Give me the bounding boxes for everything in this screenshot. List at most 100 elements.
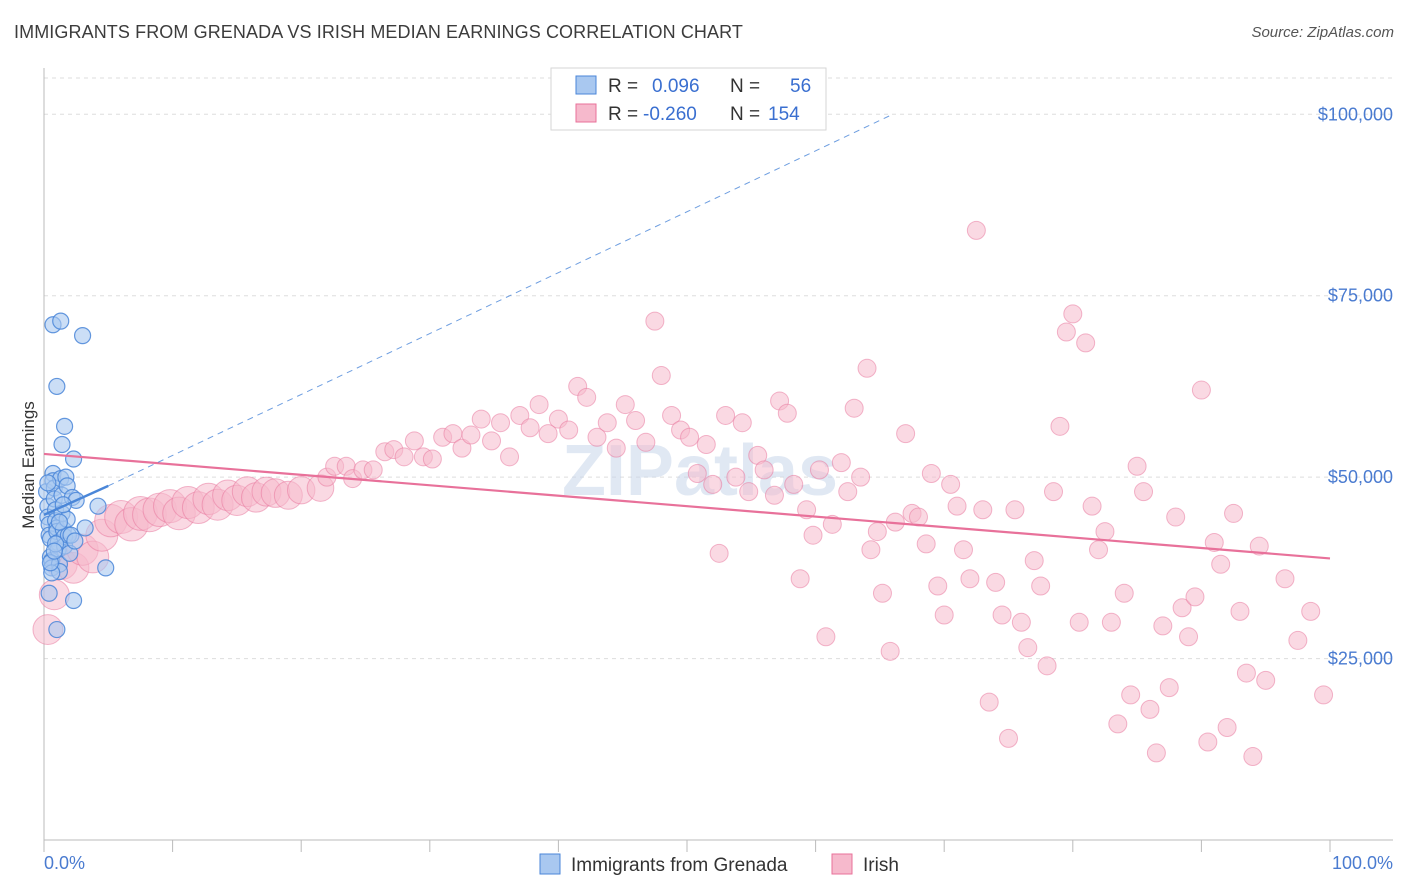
grenada-point (64, 450, 83, 468)
grenada-point (39, 474, 57, 492)
irish-point (709, 543, 729, 563)
y-tick-labels: $25,000 $50,000 $75,000 $100,000 (1318, 104, 1393, 668)
trend-lines (43, 113, 1331, 560)
irish-point (577, 387, 597, 407)
y-tick-label: $50,000 (1328, 467, 1393, 487)
irish-point (1301, 601, 1321, 621)
legend-swatch-irish (575, 103, 597, 123)
irish-point (422, 449, 442, 469)
legend-r-label-1: R = (608, 104, 638, 125)
irish-point (992, 605, 1012, 625)
legend-r-value-1: -0.260 (643, 104, 697, 125)
irish-point (732, 413, 752, 433)
grenada-point (48, 377, 66, 396)
irish-point (1153, 616, 1173, 636)
irish-point (1172, 598, 1192, 618)
grenada-point (52, 312, 70, 330)
grenada-point (97, 559, 115, 577)
irish-point (1211, 554, 1231, 574)
irish-point (687, 464, 707, 484)
irish-trend-line (43, 452, 1331, 560)
irish-point (452, 438, 472, 458)
irish-point (716, 405, 736, 425)
irish-point (896, 424, 916, 444)
irish-point (777, 403, 797, 423)
irish-point (559, 420, 579, 440)
irish-point (784, 474, 804, 494)
irish-point (1108, 714, 1128, 734)
irish-point (1275, 569, 1295, 589)
irish-point (482, 431, 502, 451)
irish-point (1236, 663, 1256, 683)
legend-swatch-grenada (575, 75, 597, 95)
irish-point (680, 427, 700, 447)
y-tick-label: $100,000 (1318, 104, 1393, 124)
irish-point (861, 540, 881, 560)
irish-point (636, 432, 656, 452)
irish-point (979, 692, 999, 712)
irish-point (597, 413, 617, 433)
irish-point (363, 460, 383, 480)
irish-point (941, 474, 961, 494)
irish-point (966, 220, 986, 240)
irish-point (1069, 612, 1089, 632)
grenada-point (73, 327, 92, 345)
bottom-legend-swatch-irish (831, 853, 853, 875)
irish-point (1134, 482, 1154, 502)
irish-point (1063, 304, 1083, 324)
stats-legend: R = 0.096 N = 56 R = -0.260 N = 154 (550, 67, 827, 131)
irish-point (934, 605, 954, 625)
irish-point (1121, 685, 1141, 705)
grid-lines (44, 77, 1393, 660)
irish-point (520, 418, 540, 438)
legend-r-value-0: 0.096 (652, 76, 700, 97)
irish-point (851, 467, 871, 487)
irish-point (1095, 522, 1115, 542)
irish-point (1224, 503, 1244, 523)
irish-point (822, 514, 842, 534)
y-tick-label: $25,000 (1328, 649, 1393, 669)
irish-point (960, 569, 980, 589)
irish-point (1050, 416, 1070, 436)
irish-point (1185, 587, 1205, 607)
y-tick-label: $75,000 (1328, 286, 1393, 306)
irish-point (844, 398, 864, 418)
irish-point (606, 438, 626, 458)
grenada-point (64, 591, 83, 610)
irish-point (872, 583, 892, 603)
irish-point (916, 534, 936, 554)
irish-point (461, 425, 481, 445)
irish-point (651, 366, 671, 386)
grenada-point (50, 513, 69, 531)
irish-point (1243, 747, 1263, 767)
irish-point (626, 411, 646, 431)
source-label: Source: ZipAtlas.com (1251, 24, 1394, 41)
irish-point (764, 485, 784, 505)
grenada-point (40, 584, 58, 602)
irish-point (754, 460, 774, 480)
irish-point (1146, 743, 1166, 763)
irish-point (1159, 678, 1179, 698)
grenada-points (37, 312, 115, 639)
irish-point (1179, 627, 1199, 647)
irish-point (1217, 718, 1237, 738)
irish-point (404, 431, 424, 451)
irish-point (1024, 551, 1044, 571)
irish-point (538, 424, 558, 444)
grenada-point (66, 532, 84, 550)
irish-point (803, 525, 823, 545)
irish-point (908, 507, 928, 527)
irish-point (1204, 532, 1224, 552)
irish-point (615, 395, 635, 415)
irish-point (1037, 656, 1057, 676)
irish-point (703, 474, 723, 494)
irish-point (1314, 685, 1334, 705)
irish-point (510, 405, 530, 425)
grenada-point (76, 519, 94, 537)
irish-point (867, 522, 887, 542)
bottom-legend-swatch-grenada (539, 853, 561, 875)
irish-point (831, 453, 851, 473)
irish-point (645, 311, 665, 331)
legend-n-label-0: N = (730, 76, 760, 97)
irish-point (662, 405, 682, 425)
